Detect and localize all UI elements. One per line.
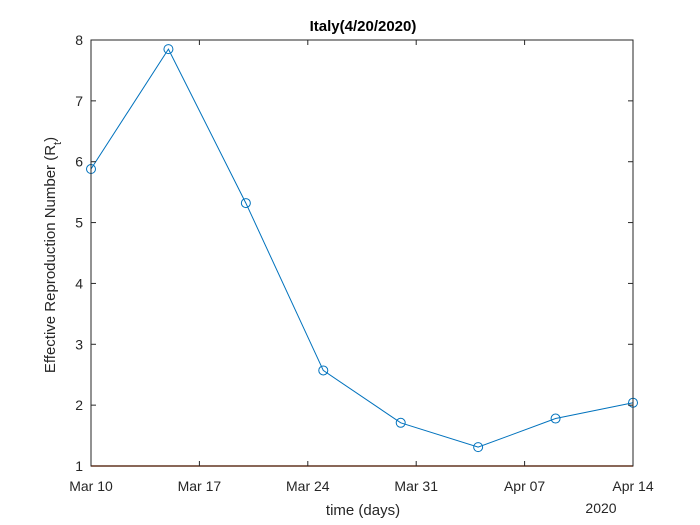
y-tick-label: 4: [75, 275, 83, 291]
y-axis-title-close: ): [42, 137, 59, 142]
y-tick-label: 1: [75, 458, 83, 474]
plot-frame: [90, 39, 634, 467]
x-axis-year-label: 2020: [585, 500, 616, 516]
y-tick-label: 8: [75, 32, 83, 48]
series-line: [90, 48, 634, 448]
x-axis-title: time (days): [326, 502, 400, 519]
x-tick-label: Mar 10: [69, 478, 113, 494]
x-tick-label: Mar 31: [394, 478, 438, 494]
y-tick-label: 2: [75, 397, 83, 413]
y-tick-label: 7: [75, 93, 83, 109]
plot-area: [91, 40, 633, 466]
data-point: [318, 365, 329, 376]
x-tick-label: Mar 17: [178, 478, 222, 494]
data-point: [240, 198, 251, 209]
x-tick-label: Apr 14: [612, 478, 653, 494]
data-point: [473, 442, 484, 453]
data-point: [395, 417, 406, 428]
chart-title: Italy(4/20/2020): [310, 18, 417, 35]
y-tick-label: 6: [75, 154, 83, 170]
y-tick-label: 5: [75, 215, 83, 231]
data-point: [163, 44, 174, 55]
ticks-layer: 1 2 3 4 5 6 7 8 Mar 10 Mar 17 Mar 24 Mar 31 Apr 07 Ap…: [69, 32, 654, 494]
y-axis-title-text: Effective Reproduction Number (R: [42, 145, 59, 373]
x-tick-label: Mar 24: [286, 478, 330, 494]
y-axis-title-subscript: t: [52, 142, 64, 145]
y-axis-title: Effective Reproduction Number (Rt): [42, 137, 64, 373]
y-tick-label: 3: [75, 336, 83, 352]
x-tick-label: Apr 07: [504, 478, 545, 494]
data-point: [550, 413, 561, 424]
